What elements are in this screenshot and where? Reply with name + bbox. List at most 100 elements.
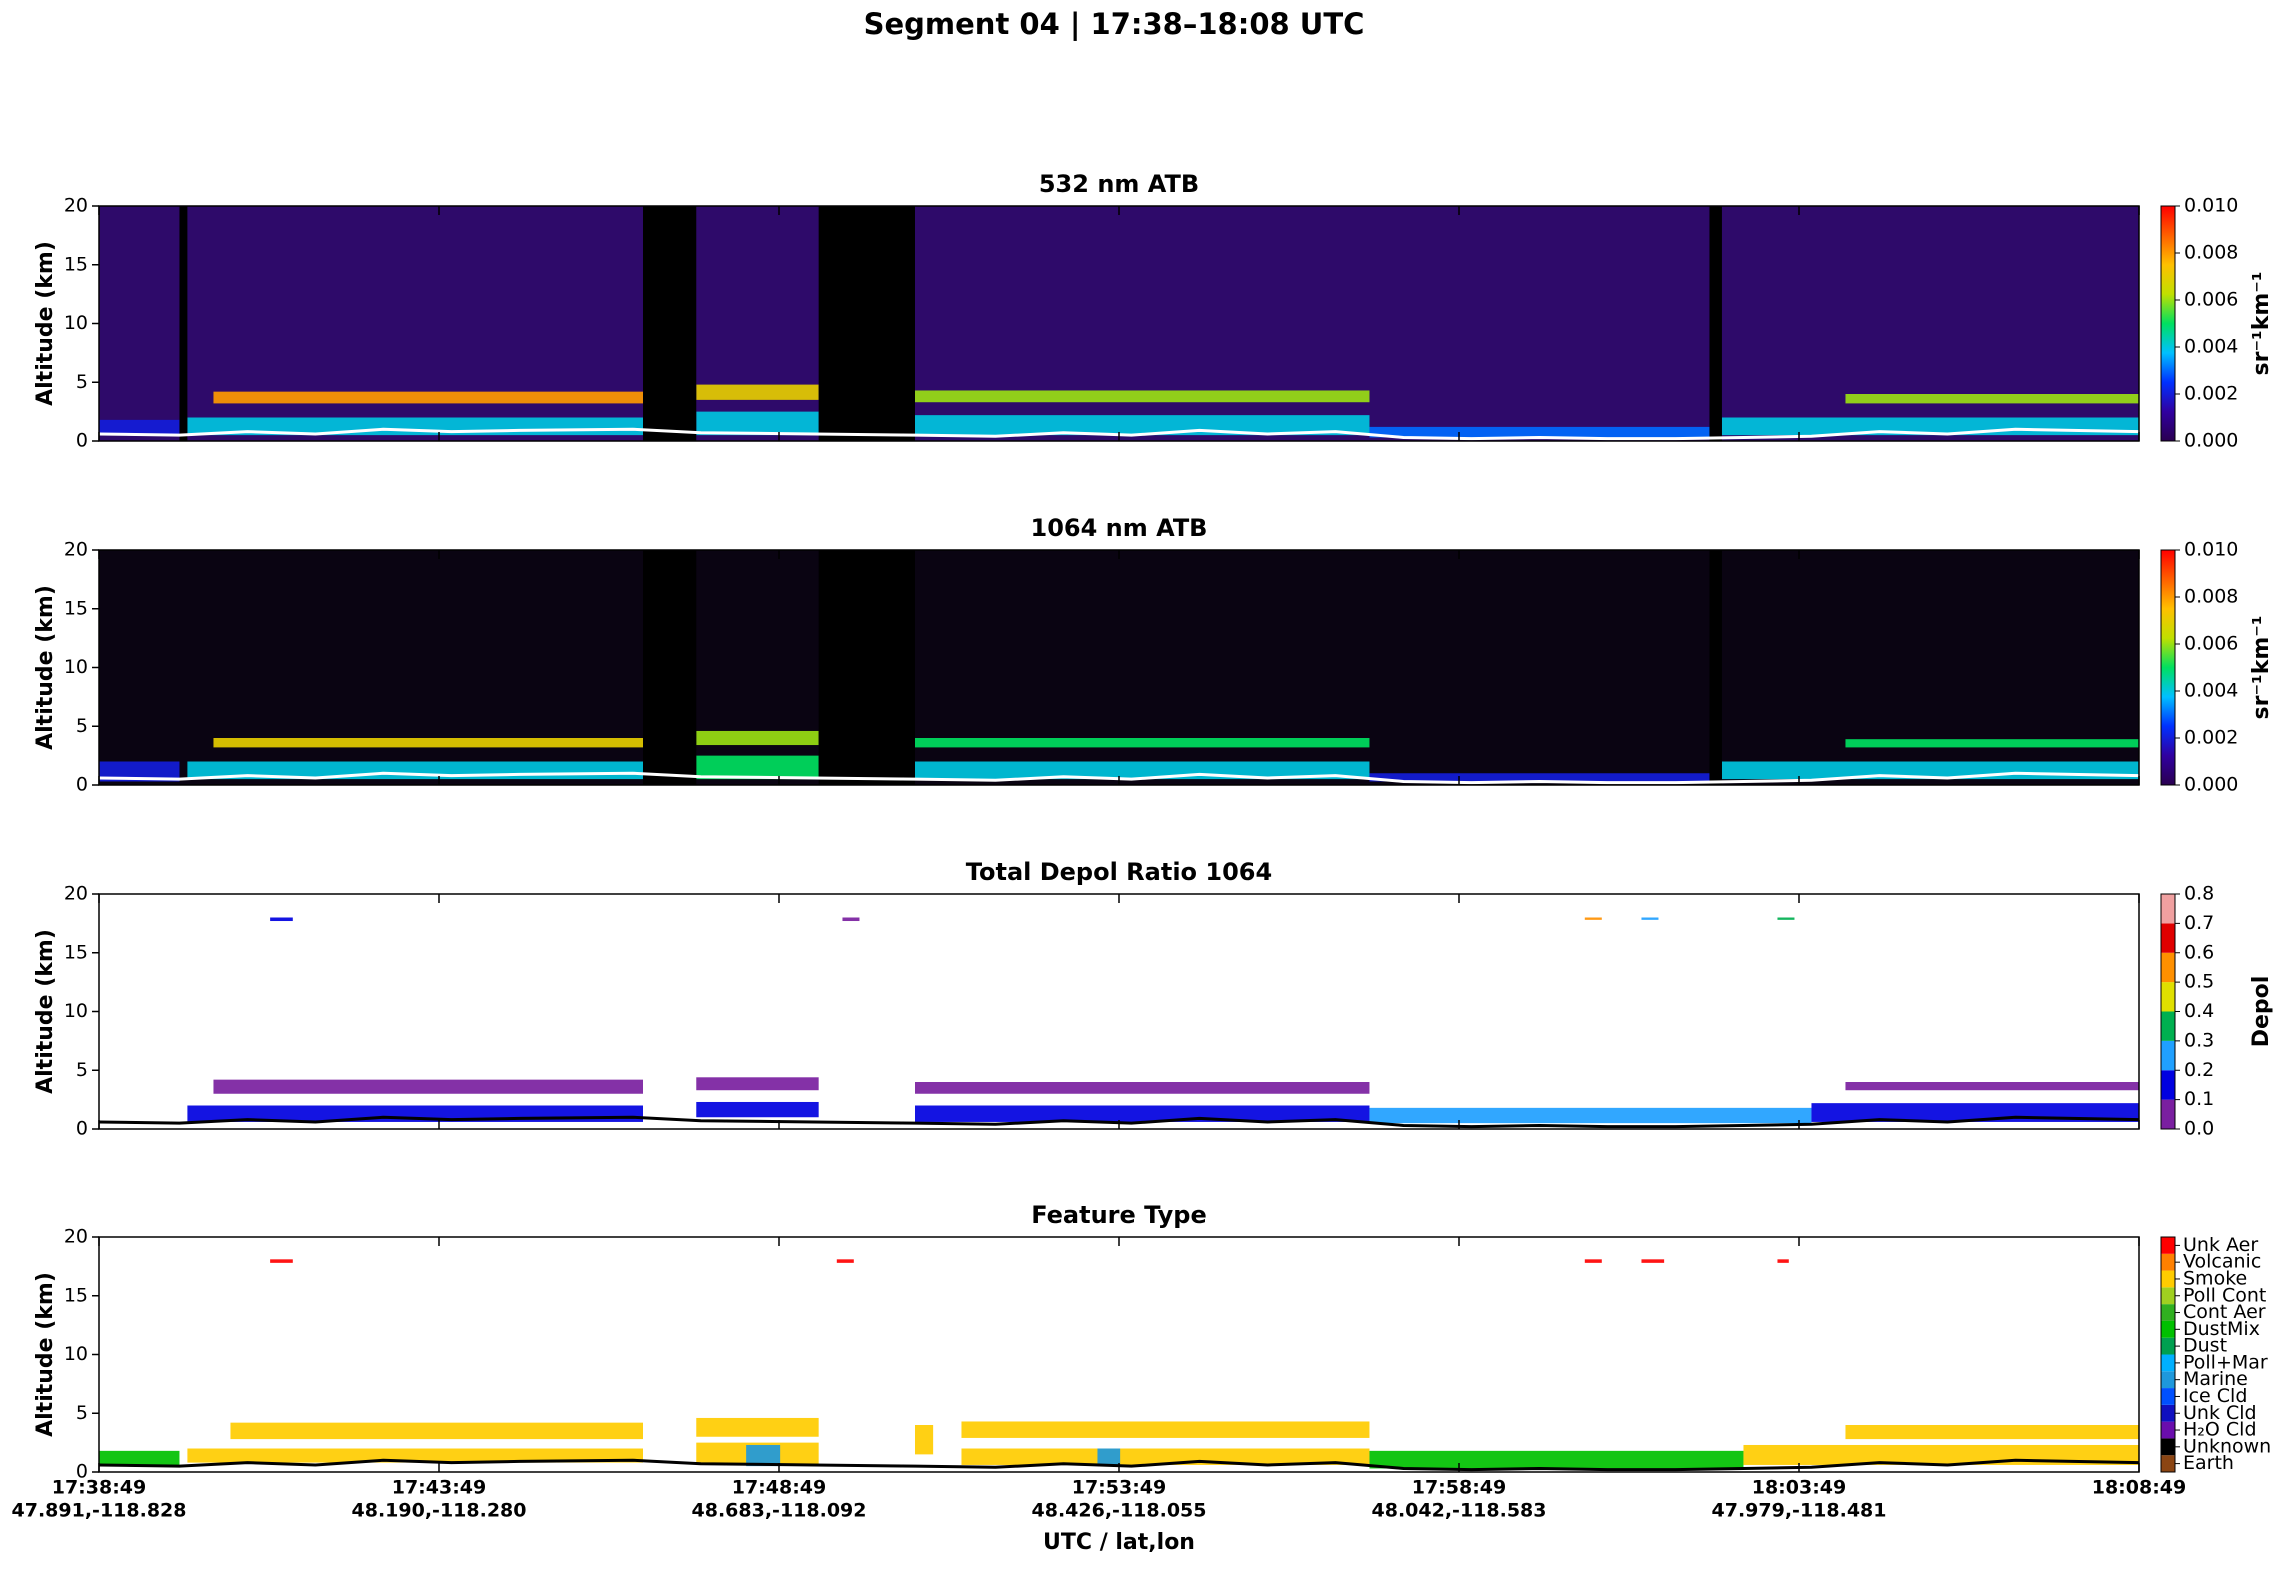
colorbar-frame <box>2160 205 2176 442</box>
layer <box>915 738 1370 748</box>
no-data-gap <box>1709 550 1722 785</box>
x-tick-sublabel: 48.683,-118.092 <box>692 1500 867 1522</box>
colorbar-tick-label: 0.002 <box>2184 383 2238 405</box>
y-axis-label: Altitude (km) <box>33 929 58 1094</box>
colorbar-label: Unk Cld <box>2183 1402 2257 1424</box>
x-tick-sublabel: 48.042,-118.583 <box>1372 1500 1547 1522</box>
layer <box>915 415 1370 436</box>
y-axis-label: Altitude (km) <box>33 585 58 750</box>
colorbar-segment <box>2161 1099 2175 1129</box>
colorbar-tick-label: 0.2 <box>2184 1059 2214 1081</box>
panel-title: 532 nm ATB <box>1039 170 1199 198</box>
colorbar-segment <box>2161 894 2175 924</box>
x-tick-label: 17:43:49 <box>392 1477 487 1499</box>
x-tick-sublabel: 48.426,-118.055 <box>1032 1500 1207 1522</box>
colorbar-frame <box>2160 893 2176 1130</box>
colorbar <box>2161 550 2175 785</box>
y-tick-label: 0 <box>76 1461 88 1483</box>
layer <box>836 1259 854 1263</box>
colorbar-label: Ice Cld <box>2183 1385 2247 1407</box>
no-data-gap <box>643 206 697 441</box>
colorbar-segment <box>2161 1455 2175 1472</box>
x-tick-label: 17:38:49 <box>52 1477 147 1499</box>
colorbar-label: Unknown <box>2183 1435 2271 1457</box>
colorbar-tick-label: 0.5 <box>2184 971 2214 993</box>
layer <box>696 1101 819 1118</box>
y-tick-label: 5 <box>76 1402 88 1424</box>
colorbar-label: Unk Aer <box>2183 1234 2258 1256</box>
layer <box>1641 917 1659 920</box>
colorbar-tick-label: 0.008 <box>2184 242 2238 264</box>
layer <box>1641 1259 1665 1263</box>
colorbar-segment <box>2161 1320 2175 1338</box>
colorbar-segment <box>2161 1421 2175 1439</box>
x-tick-label: 18:03:49 <box>1752 1477 1847 1499</box>
colorbar-segment <box>2161 1070 2175 1100</box>
y-axis-label: Altitude (km) <box>33 241 58 406</box>
layer <box>1845 1082 2139 1091</box>
layer <box>961 1448 1370 1465</box>
colorbar-tick-label: 0.3 <box>2184 1029 2214 1051</box>
no-data-gap <box>818 550 915 785</box>
layer <box>1369 1107 1812 1124</box>
layer <box>696 730 819 746</box>
figure-title: Segment 04 | 17:38–18:08 UTC <box>864 7 1365 41</box>
y-tick-label: 20 <box>64 1226 88 1248</box>
colorbar-segment <box>2161 1304 2175 1321</box>
colorbar-tick-label: 0.004 <box>2184 336 2238 358</box>
layer <box>99 761 180 782</box>
y-tick-label: 0 <box>76 774 88 796</box>
x-tick-sublabel: 47.891,-118.828 <box>12 1500 187 1522</box>
colorbar-segment <box>2161 1404 2175 1422</box>
layer <box>230 1422 643 1440</box>
y-tick-label: 10 <box>64 1343 88 1365</box>
y-tick-label: 15 <box>64 253 88 275</box>
layer <box>1369 426 1710 438</box>
no-data-gap <box>818 206 915 441</box>
layer <box>270 917 293 922</box>
layer <box>213 1079 643 1094</box>
layer <box>1845 739 2139 748</box>
y-tick-label: 0 <box>76 430 88 452</box>
colorbar-frame <box>2160 549 2176 786</box>
colorbar-segment <box>2161 1354 2175 1372</box>
colorbar-tick-label: 0.006 <box>2184 289 2238 311</box>
colorbar-tick-label: 0.8 <box>2184 883 2214 905</box>
colorbar-label: Earth <box>2183 1452 2234 1474</box>
y-tick-label: 20 <box>64 539 88 561</box>
colorbar-segment <box>2161 1237 2175 1254</box>
layer <box>99 1450 180 1467</box>
colorbar-label: Dust <box>2183 1335 2227 1357</box>
colorbar-label: Marine <box>2183 1368 2248 1390</box>
y-tick-label: 15 <box>64 1284 88 1306</box>
y-tick-label: 10 <box>64 312 88 334</box>
surface-line <box>98 427 2140 441</box>
layer <box>696 755 819 780</box>
surface-line <box>98 1458 2140 1472</box>
colorbar-frame <box>2160 1236 2176 1473</box>
plot-background <box>99 550 2139 785</box>
y-tick-label: 5 <box>76 715 88 737</box>
y-tick-label: 0 <box>76 1118 88 1140</box>
colorbar-label: Poll+Mar <box>2183 1351 2268 1373</box>
layer <box>1845 394 2139 404</box>
y-tick-label: 15 <box>64 597 88 619</box>
colorbar-segment <box>2161 982 2175 1012</box>
y-tick-label: 10 <box>64 1000 88 1022</box>
layer <box>915 390 1370 403</box>
colorbar-segment <box>2161 1388 2175 1405</box>
colorbar-label: Depol <box>2249 976 2274 1048</box>
colorbar-label: Smoke <box>2183 1267 2247 1289</box>
colorbar-tick-label: 0.006 <box>2184 633 2238 655</box>
colorbar-tick-label: 0.004 <box>2184 680 2238 702</box>
layer <box>915 1105 1370 1122</box>
x-tick-label: 17:53:49 <box>1072 1477 1167 1499</box>
y-tick-label: 5 <box>76 1059 88 1081</box>
colorbar-segment <box>2161 923 2175 953</box>
layer <box>915 1082 1370 1094</box>
layer <box>696 1077 819 1091</box>
no-data-gap <box>179 206 188 441</box>
layer <box>1369 773 1710 782</box>
